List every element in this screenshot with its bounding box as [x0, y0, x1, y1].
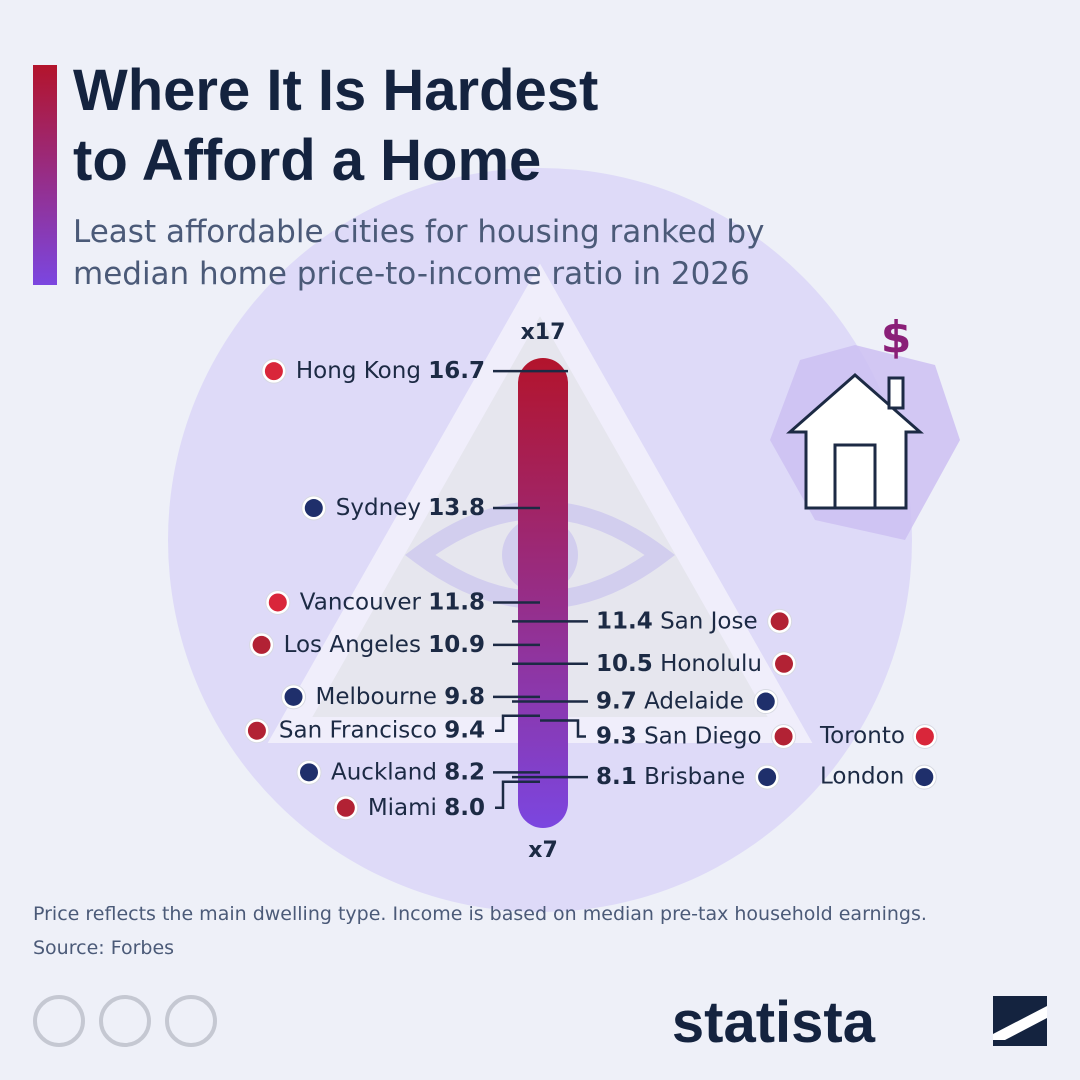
value-label: 11.8	[428, 589, 485, 615]
value-label: 10.5	[596, 650, 653, 676]
flag-icon	[774, 727, 793, 746]
flag-icon	[758, 768, 777, 787]
flag-icon	[770, 612, 789, 631]
value-label: 10.9	[428, 631, 485, 657]
footnote: Price reflects the main dwelling type. I…	[33, 903, 927, 925]
flag-icon	[756, 692, 775, 711]
value-label: 9.8	[444, 683, 485, 709]
city-name: Hong Kong	[296, 358, 421, 384]
leader-line	[540, 719, 586, 738]
city-label: London	[820, 764, 904, 790]
city-label: Melbourne 9.8	[316, 683, 485, 709]
chart-title: Where It Is Hardest	[73, 58, 598, 123]
svg-text:$: $	[881, 312, 912, 363]
city-label: 8.1 Brisbane	[596, 764, 745, 790]
value-label: 8.1	[596, 764, 637, 790]
flag-icon	[304, 499, 323, 518]
value-label: 8.2	[444, 759, 485, 785]
value-label: 9.4	[444, 717, 485, 743]
value-label: 13.8	[428, 495, 485, 521]
title-accent	[33, 65, 57, 285]
city-name: Honolulu	[660, 650, 762, 676]
chart-subtitle: median home price-to-income ratio in 202…	[73, 256, 750, 292]
flag-icon	[264, 362, 283, 381]
city-label: Vancouver 11.8	[300, 589, 485, 615]
city-name: Los Angeles	[284, 631, 421, 657]
scale-bar	[518, 358, 568, 828]
flag-icon	[247, 721, 266, 740]
city-name: Brisbane	[644, 764, 745, 790]
city-label: Hong Kong 16.7	[296, 358, 485, 384]
flag-icon	[300, 763, 318, 782]
city-name: San Diego	[644, 723, 762, 749]
flag-icon	[915, 768, 934, 787]
city-label: Miami 8.0	[368, 794, 485, 820]
city-name: Auckland	[331, 759, 437, 785]
city-label: Sydney 13.8	[336, 495, 485, 521]
source: Source: Forbes	[33, 937, 174, 959]
city-name: Adelaide	[644, 688, 744, 714]
brand-mark	[993, 996, 1047, 1046]
city-name: Vancouver	[300, 589, 422, 615]
leader-line	[495, 714, 540, 732]
brand-logo: statista	[672, 990, 876, 1055]
house-icon: $	[770, 312, 960, 540]
scale-end-label: x7	[528, 838, 558, 863]
flag-icon	[284, 687, 303, 706]
city-label: Toronto	[819, 723, 905, 749]
city-name: San Francisco	[279, 717, 437, 743]
value-label: 9.7	[596, 688, 637, 714]
city-label: 11.4 San Jose	[596, 608, 758, 634]
flag-icon	[268, 593, 287, 612]
license-icons	[33, 995, 217, 1047]
city-label: 9.7 Adelaide	[596, 688, 744, 714]
flag-icon	[915, 727, 934, 746]
city-label: Auckland 8.2	[331, 759, 485, 785]
city-label: Los Angeles 10.9	[284, 631, 485, 657]
city-label: 10.5 Honolulu	[596, 650, 762, 676]
leader-line	[495, 780, 540, 810]
chart-title: to Afford a Home	[73, 128, 541, 193]
value-label: 8.0	[444, 794, 485, 820]
city-name: Sydney	[336, 495, 421, 521]
city-name: Melbourne	[316, 683, 437, 709]
value-label: 16.7	[428, 358, 485, 384]
city-name: San Jose	[660, 608, 758, 634]
flag-icon	[775, 654, 794, 673]
chart-subtitle: Least affordable cities for housing rank…	[73, 214, 764, 250]
value-label: 11.4	[596, 608, 653, 634]
flag-icon	[252, 635, 271, 654]
scale-end-label: x17	[521, 320, 566, 345]
value-label: 9.3	[596, 723, 637, 749]
flag-icon	[336, 798, 355, 817]
city-label: San Francisco 9.4	[279, 717, 485, 743]
city-name: Miami	[368, 794, 437, 820]
city-label: 9.3 San Diego	[596, 723, 762, 749]
